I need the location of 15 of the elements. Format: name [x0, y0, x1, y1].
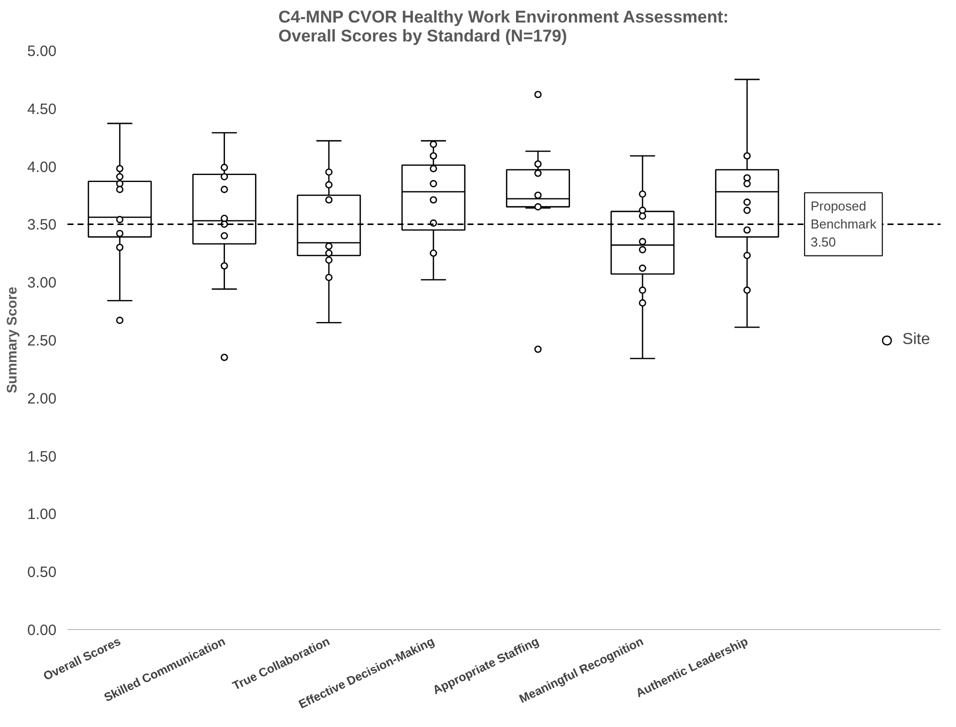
y-tick-label: 1.50	[27, 448, 57, 466]
y-axis-title: Summary Score	[3, 286, 20, 394]
y-tick-label: 1.00	[27, 506, 57, 524]
legend-label: Site	[902, 330, 930, 348]
y-tick-label: 0.00	[27, 622, 57, 639]
y-tick-label: 4.00	[27, 158, 57, 176]
y-tick-label: 3.50	[27, 216, 57, 234]
y-tick-label: 0.50	[27, 564, 57, 582]
ref-line-label: Proposed Benchmark 3.50	[810, 198, 877, 250]
y-tick-label: 2.00	[27, 390, 57, 408]
y-tick-label: 2.50	[27, 332, 57, 350]
y-tick-label: 3.00	[27, 274, 57, 292]
y-tick-label: 5.00	[27, 43, 57, 60]
chart-title: C4-MNP CVOR Healthy Work Environment Assessment: Overall Scores by Standard (N=179)	[278, 8, 729, 46]
y-tick-label: 4.50	[27, 100, 57, 118]
